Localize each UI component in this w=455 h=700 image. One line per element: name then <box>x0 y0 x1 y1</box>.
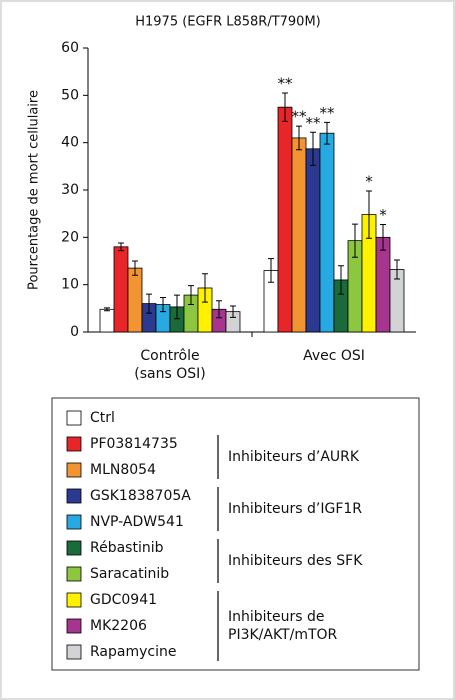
y-tick-label: 20 <box>61 229 79 245</box>
legend-label: Saracatinib <box>90 566 169 582</box>
y-tick-label: 0 <box>70 324 79 340</box>
y-tick-label: 50 <box>61 87 79 103</box>
legend-group-label: Inhibiteurs d’IGF1R <box>228 501 362 517</box>
legend-swatch <box>66 462 82 478</box>
legend-label: NVP-ADW541 <box>90 514 184 530</box>
legend-swatch <box>66 540 82 556</box>
legend-group-label: Inhibiteurs d’AURK <box>228 449 360 465</box>
legend-label: MLN8054 <box>90 462 156 478</box>
y-tick-label: 30 <box>61 182 79 198</box>
bar <box>99 308 115 333</box>
legend-swatch <box>66 644 82 660</box>
bar <box>319 132 335 333</box>
error-bar <box>230 305 236 318</box>
y-tick-label: 60 <box>61 40 79 56</box>
chart-title: H1975 (EGFR L858R/T790M) <box>135 15 321 30</box>
x-tick-label: Contrôle <box>140 348 199 364</box>
significance: ** <box>278 74 294 92</box>
bar <box>305 148 321 333</box>
error-bar <box>188 285 194 306</box>
y-tick-label: 10 <box>61 277 79 293</box>
error-bar <box>394 259 400 280</box>
error-bar <box>352 223 358 258</box>
error-bar <box>310 131 316 166</box>
bar <box>127 267 143 333</box>
legend-swatch <box>66 410 82 426</box>
error-bar <box>380 224 386 251</box>
legend-swatch <box>66 592 82 608</box>
error-bar <box>104 307 110 312</box>
legend-swatch <box>66 618 82 634</box>
bar <box>375 236 391 333</box>
error-bar <box>268 258 274 283</box>
bar <box>277 106 293 333</box>
legend-label: PF03814735 <box>90 436 178 452</box>
error-bar <box>118 242 124 252</box>
error-bar <box>146 293 152 314</box>
significance: ** <box>320 104 336 122</box>
significance: * <box>365 172 373 190</box>
legend-swatch <box>66 514 82 530</box>
legend-label: Ctrl <box>90 410 115 426</box>
legend-group-label: Inhibiteurs de <box>228 609 325 625</box>
x-tick-label: (sans OSI) <box>134 366 205 382</box>
legend-swatch <box>66 566 82 582</box>
error-bar <box>338 265 344 295</box>
significance: ** <box>292 108 308 126</box>
significance: * <box>379 206 387 224</box>
y-axis-label: Pourcentage de mort cellulaire <box>27 90 42 290</box>
legend-group-label: PI3K/AKT/mTOR <box>228 627 338 643</box>
legend-group-label: Inhibiteurs des SFK <box>228 553 363 569</box>
legend-swatch <box>66 436 82 452</box>
error-bar <box>324 121 330 145</box>
y-tick-label: 40 <box>61 135 79 151</box>
bar <box>113 246 129 333</box>
error-bar <box>216 300 222 319</box>
legend-label: MK2206 <box>90 618 147 634</box>
bar <box>291 137 307 333</box>
error-bar <box>282 92 288 122</box>
error-bar <box>132 260 138 276</box>
error-bar <box>174 294 180 320</box>
error-bar <box>160 296 166 313</box>
legend-label: GDC0941 <box>90 592 157 608</box>
significance: ** <box>306 114 322 132</box>
legend-label: Rébastinib <box>90 540 164 556</box>
legend-box <box>51 397 420 671</box>
legend-swatch <box>66 488 82 504</box>
error-bar <box>202 273 208 303</box>
legend-label: Rapamycine <box>90 644 176 660</box>
x-tick-label: Avec OSI <box>303 348 365 364</box>
error-bar <box>296 125 302 151</box>
legend-label: GSK1838705A <box>90 488 191 504</box>
error-bar <box>366 190 372 239</box>
